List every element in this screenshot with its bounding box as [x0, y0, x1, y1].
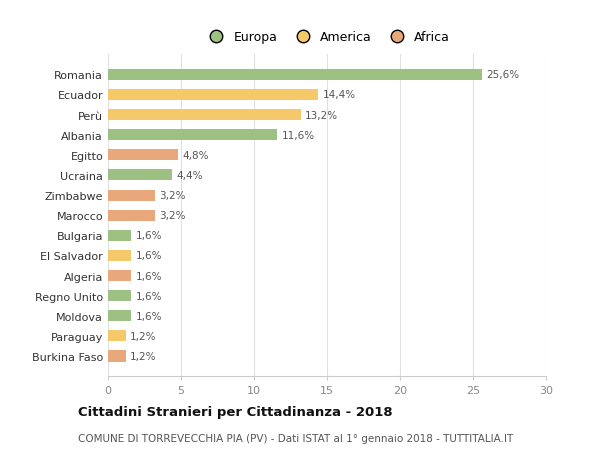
- Text: COMUNE DI TORREVECCHIA PIA (PV) - Dati ISTAT al 1° gennaio 2018 - TUTTITALIA.IT: COMUNE DI TORREVECCHIA PIA (PV) - Dati I…: [78, 433, 513, 442]
- Bar: [108, 330, 125, 341]
- Text: Cittadini Stranieri per Cittadinanza - 2018: Cittadini Stranieri per Cittadinanza - 2…: [78, 405, 392, 419]
- Text: 4,4%: 4,4%: [176, 171, 203, 180]
- Bar: [108, 190, 155, 201]
- Bar: [108, 70, 482, 81]
- Bar: [108, 110, 301, 121]
- Bar: [108, 210, 155, 221]
- Bar: [108, 351, 125, 362]
- Bar: [108, 250, 131, 262]
- Legend: Europa, America, Africa: Europa, America, Africa: [199, 26, 455, 49]
- Text: 3,2%: 3,2%: [159, 211, 185, 221]
- Text: 3,2%: 3,2%: [159, 190, 185, 201]
- Text: 1,6%: 1,6%: [136, 291, 162, 301]
- Text: 11,6%: 11,6%: [282, 130, 315, 140]
- Bar: [108, 150, 178, 161]
- Bar: [108, 230, 131, 241]
- Text: 13,2%: 13,2%: [305, 110, 338, 120]
- Text: 1,6%: 1,6%: [136, 271, 162, 281]
- Bar: [108, 90, 318, 101]
- Bar: [108, 270, 131, 281]
- Bar: [108, 170, 172, 181]
- Bar: [108, 291, 131, 302]
- Text: 4,8%: 4,8%: [182, 151, 209, 161]
- Text: 1,2%: 1,2%: [130, 331, 157, 341]
- Text: 1,2%: 1,2%: [130, 351, 157, 361]
- Text: 1,6%: 1,6%: [136, 231, 162, 241]
- Text: 1,6%: 1,6%: [136, 311, 162, 321]
- Text: 25,6%: 25,6%: [486, 70, 519, 80]
- Bar: [108, 311, 131, 322]
- Bar: [108, 130, 277, 141]
- Text: 14,4%: 14,4%: [323, 90, 356, 100]
- Text: 1,6%: 1,6%: [136, 251, 162, 261]
